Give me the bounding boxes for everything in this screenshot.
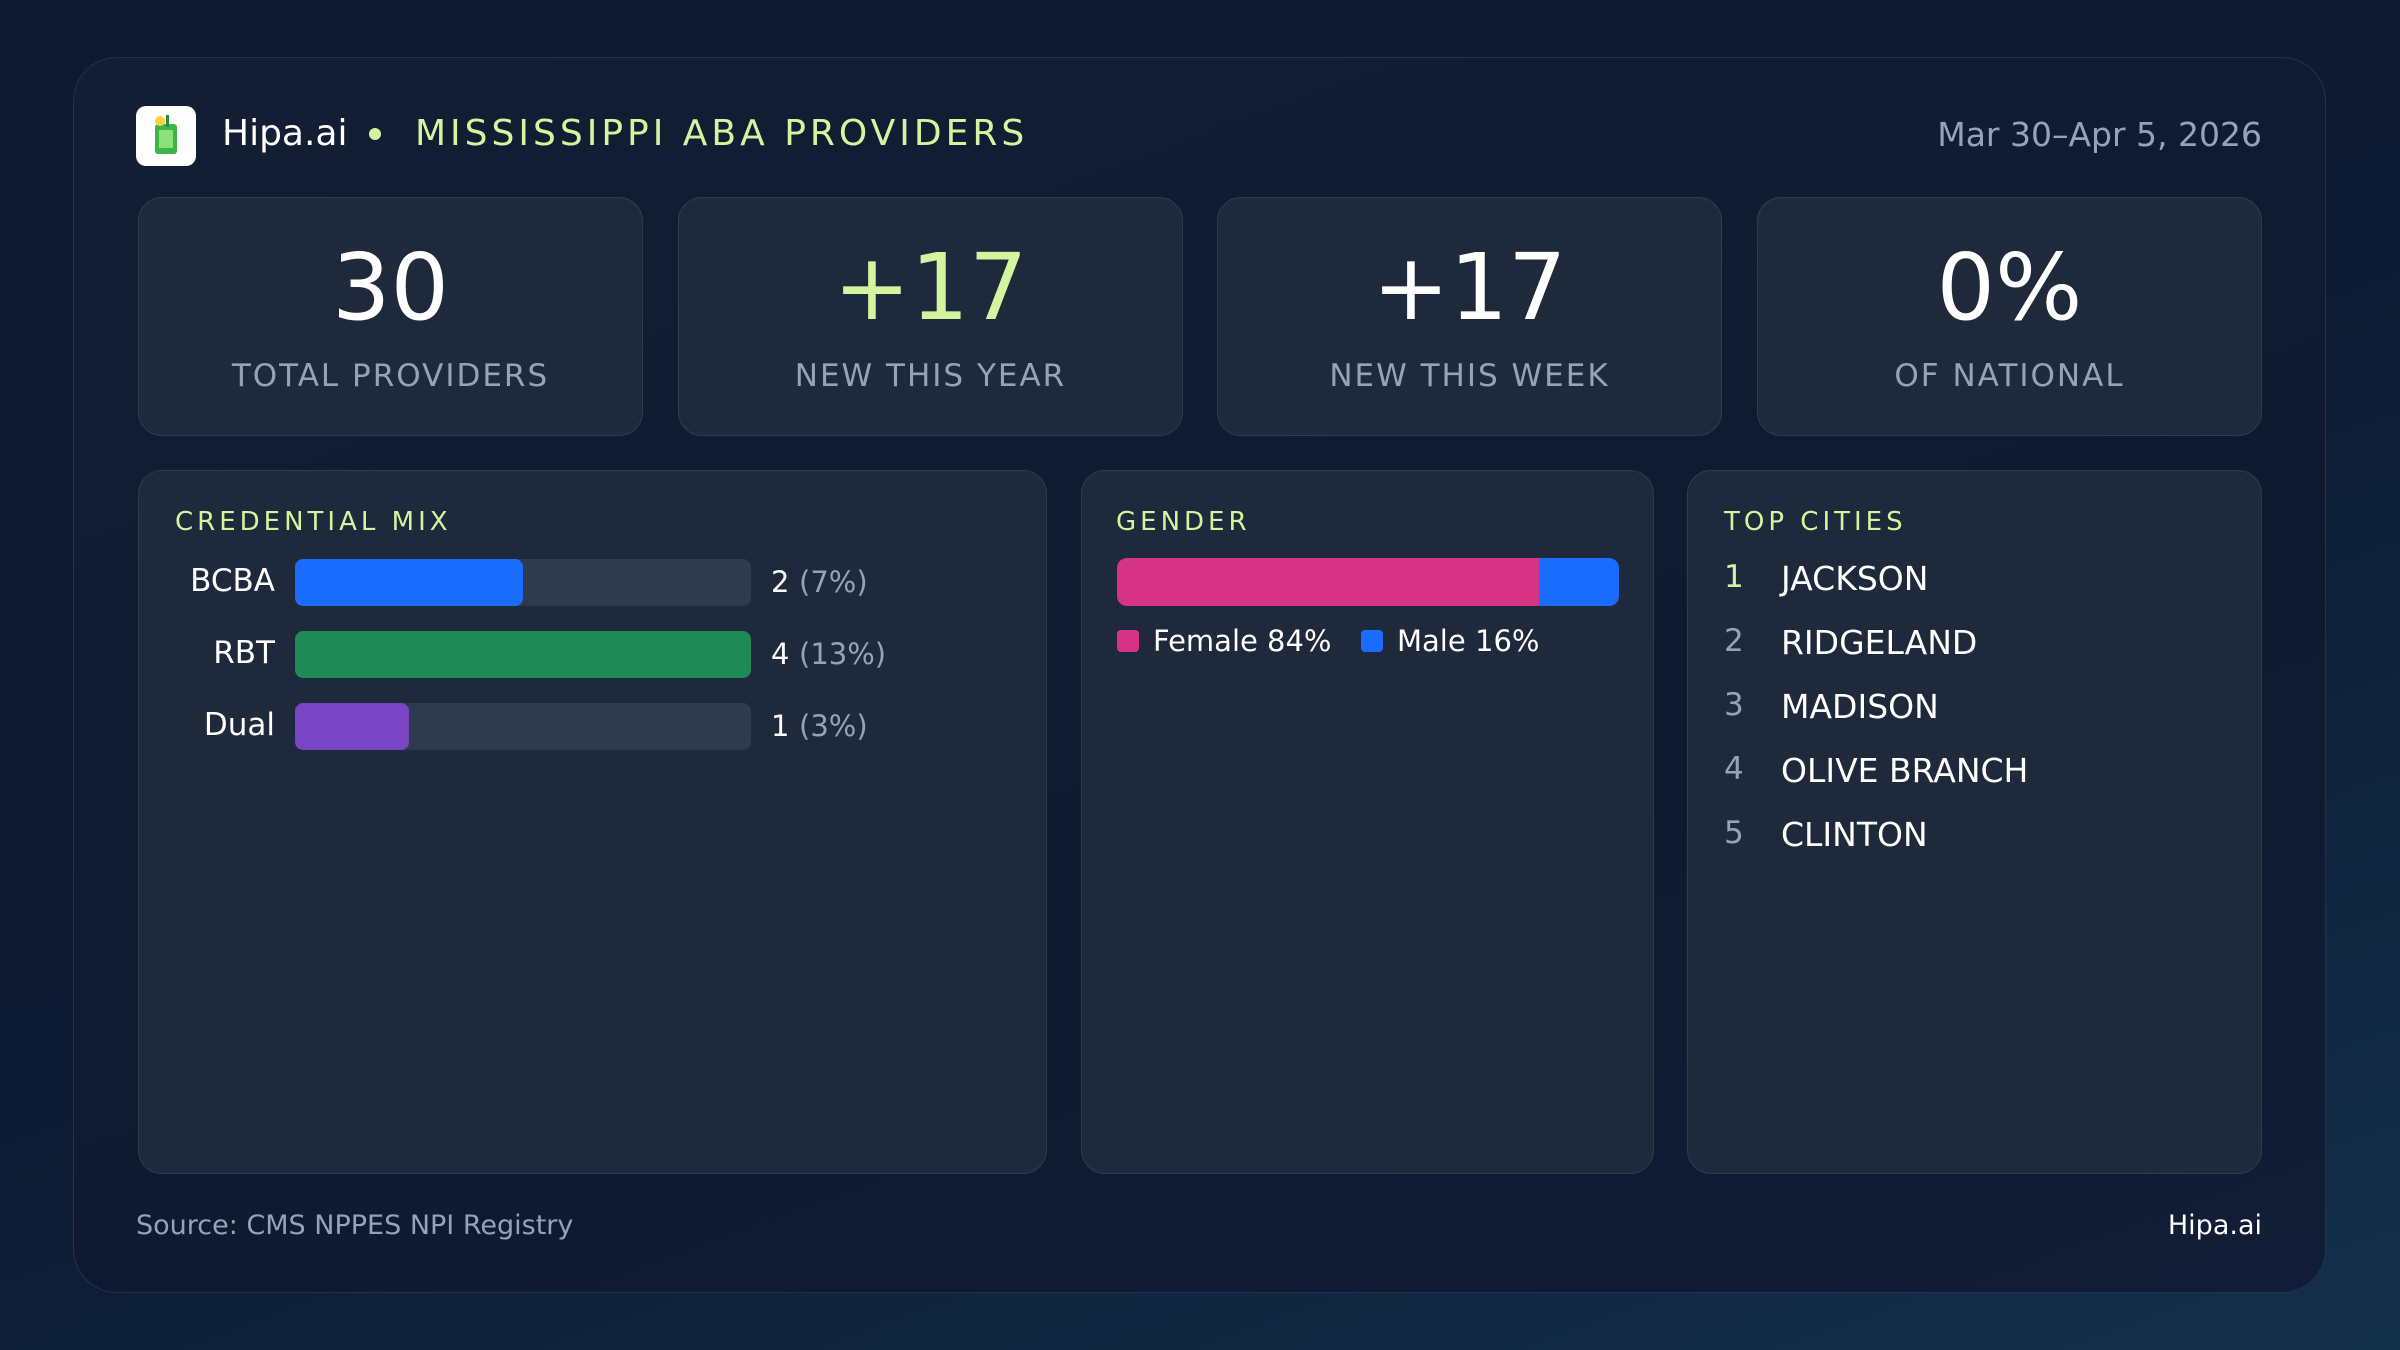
bar bbox=[295, 559, 523, 606]
kpi-label: OF NATIONAL bbox=[1894, 358, 2125, 394]
footer-brand: Hipa.ai bbox=[2167, 1210, 2262, 1241]
category-label: Dual bbox=[203, 707, 275, 743]
kpi-label: NEW THIS YEAR bbox=[794, 358, 1067, 394]
city-name: CLINTON bbox=[1781, 815, 1928, 854]
kpi-value: 0% bbox=[1936, 234, 2083, 341]
gender-panel: GENDER Female 84% Male 16% bbox=[1081, 470, 1654, 1174]
city-rank: 5 bbox=[1724, 815, 1744, 851]
dot bbox=[369, 128, 381, 140]
city-name: OLIVE BRANCH bbox=[1781, 751, 2029, 790]
value-label: 4 bbox=[771, 637, 790, 671]
city-name: RIDGELAND bbox=[1781, 623, 1978, 662]
city-rank: 4 bbox=[1724, 751, 1744, 787]
legend-name: Female bbox=[1153, 624, 1258, 658]
value-label: 2 bbox=[771, 565, 790, 599]
panel-title: TOP CITIES bbox=[1724, 507, 1907, 537]
source: Source: CMS NPPES NPI Registry bbox=[136, 1210, 574, 1241]
kpi-value: +17 bbox=[1372, 234, 1567, 341]
bar-segment bbox=[1117, 558, 1539, 606]
legend-name: Male bbox=[1397, 624, 1466, 658]
kpi-card: +17 NEW THIS WEEK bbox=[1217, 197, 1722, 436]
bar-segment bbox=[1538, 558, 1619, 606]
legend-value: 84% bbox=[1267, 624, 1332, 658]
cities-panel: TOP CITIES 1 JACKSON 2 RIDGELAND 3 MADISON 4 OL… bbox=[1687, 470, 2262, 1174]
legend-swatch bbox=[1361, 630, 1383, 652]
brand: Hipa.ai bbox=[222, 113, 348, 154]
kpi-label: TOTAL PROVIDERS bbox=[231, 358, 550, 394]
category-label: BCBA bbox=[190, 563, 275, 599]
percent-label: (13%) bbox=[799, 637, 887, 671]
kpi-card: +17 NEW THIS YEAR bbox=[678, 197, 1183, 436]
date: Mar 30–Apr 5, 2026 bbox=[1937, 115, 2262, 154]
credential-panel: CREDENTIAL MIX BCBA 2 (7%) RBT 4 (13%) Dual 1 (3… bbox=[138, 470, 1047, 1174]
legend-value: 16% bbox=[1475, 624, 1540, 658]
city-name: MADISON bbox=[1781, 687, 1939, 726]
bar-track bbox=[295, 559, 751, 606]
city-rank: 2 bbox=[1724, 623, 1744, 659]
stacked-bar bbox=[1117, 558, 1619, 606]
legend-swatch bbox=[1117, 630, 1139, 652]
logo bbox=[136, 106, 196, 166]
category-label: RBT bbox=[213, 635, 275, 671]
city-rank: 1 bbox=[1724, 559, 1744, 595]
city-rank: 3 bbox=[1724, 687, 1744, 723]
bar bbox=[295, 703, 409, 750]
bar-track bbox=[295, 703, 751, 750]
bar-track bbox=[295, 631, 751, 678]
bar bbox=[295, 631, 751, 678]
kpi-value: +17 bbox=[833, 234, 1028, 341]
kpi-card: 30 TOTAL PROVIDERS bbox=[138, 197, 643, 436]
value-label: 1 bbox=[771, 709, 790, 743]
logo-icon bbox=[155, 115, 177, 154]
title: MISSISSIPPI ABA PROVIDERS bbox=[415, 113, 1029, 154]
kpi-value: 30 bbox=[331, 234, 450, 341]
panel-title: GENDER bbox=[1116, 507, 1251, 537]
kpi-card: 0% OF NATIONAL bbox=[1757, 197, 2262, 436]
percent-label: (7%) bbox=[799, 565, 868, 599]
kpi-label: NEW THIS WEEK bbox=[1329, 358, 1610, 394]
city-name: JACKSON bbox=[1781, 559, 1929, 598]
panel-title: CREDENTIAL MIX bbox=[175, 507, 452, 537]
percent-label: (3%) bbox=[799, 709, 868, 743]
